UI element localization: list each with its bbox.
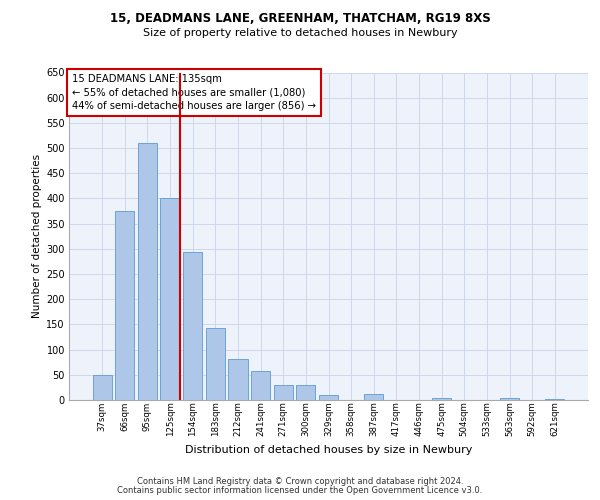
Bar bbox=[274, 386, 293, 400]
Bar bbox=[138, 143, 157, 400]
Bar bbox=[500, 398, 519, 400]
Y-axis label: Number of detached properties: Number of detached properties bbox=[32, 154, 42, 318]
Bar bbox=[296, 386, 316, 400]
Bar bbox=[92, 375, 112, 400]
Bar bbox=[206, 328, 225, 400]
Bar bbox=[319, 396, 338, 400]
Bar bbox=[229, 358, 248, 400]
Bar bbox=[183, 252, 202, 400]
Text: Size of property relative to detached houses in Newbury: Size of property relative to detached ho… bbox=[143, 28, 457, 38]
Bar bbox=[545, 399, 565, 400]
Bar bbox=[160, 198, 180, 400]
Text: Contains HM Land Registry data © Crown copyright and database right 2024.: Contains HM Land Registry data © Crown c… bbox=[137, 477, 463, 486]
Text: 15, DEADMANS LANE, GREENHAM, THATCHAM, RG19 8XS: 15, DEADMANS LANE, GREENHAM, THATCHAM, R… bbox=[110, 12, 490, 26]
X-axis label: Distribution of detached houses by size in Newbury: Distribution of detached houses by size … bbox=[185, 444, 472, 454]
Bar bbox=[364, 394, 383, 400]
Bar bbox=[251, 372, 270, 400]
Bar bbox=[115, 211, 134, 400]
Text: 15 DEADMANS LANE: 135sqm
← 55% of detached houses are smaller (1,080)
44% of sem: 15 DEADMANS LANE: 135sqm ← 55% of detach… bbox=[71, 74, 316, 110]
Text: Contains public sector information licensed under the Open Government Licence v3: Contains public sector information licen… bbox=[118, 486, 482, 495]
Bar bbox=[432, 398, 451, 400]
